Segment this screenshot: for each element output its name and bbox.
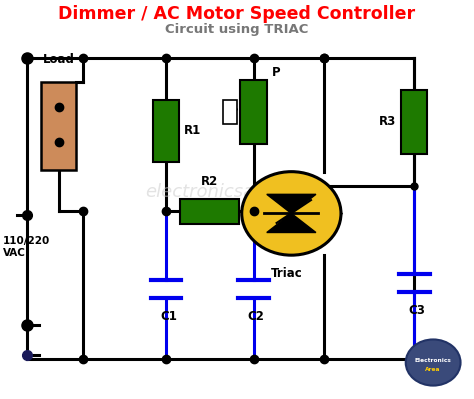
- Bar: [180, 199, 239, 224]
- Polygon shape: [267, 194, 316, 213]
- Text: R2: R2: [201, 175, 219, 188]
- Text: Area: Area: [425, 367, 441, 372]
- Text: C2: C2: [247, 310, 264, 322]
- Text: Dimmer / AC Motor Speed Controller: Dimmer / AC Motor Speed Controller: [58, 5, 416, 23]
- Text: Triac: Triac: [271, 267, 302, 280]
- Text: 110/220
VAC: 110/220 VAC: [3, 237, 50, 258]
- Text: C3: C3: [408, 304, 425, 317]
- Text: C1: C1: [160, 310, 177, 322]
- Text: Circuit using TRIAC: Circuit using TRIAC: [165, 23, 309, 36]
- Bar: [401, 90, 428, 154]
- Circle shape: [406, 340, 461, 385]
- Text: electronicsarea.com: electronicsarea.com: [146, 183, 328, 201]
- Text: Electronics: Electronics: [415, 358, 452, 363]
- Bar: [153, 100, 179, 162]
- Text: Load: Load: [43, 53, 74, 66]
- Bar: [41, 82, 76, 170]
- Text: R3: R3: [379, 115, 396, 128]
- Text: P: P: [272, 66, 280, 79]
- Bar: [223, 100, 237, 124]
- Bar: [240, 80, 267, 144]
- Polygon shape: [267, 213, 316, 233]
- Circle shape: [242, 172, 341, 255]
- Text: R1: R1: [184, 124, 201, 137]
